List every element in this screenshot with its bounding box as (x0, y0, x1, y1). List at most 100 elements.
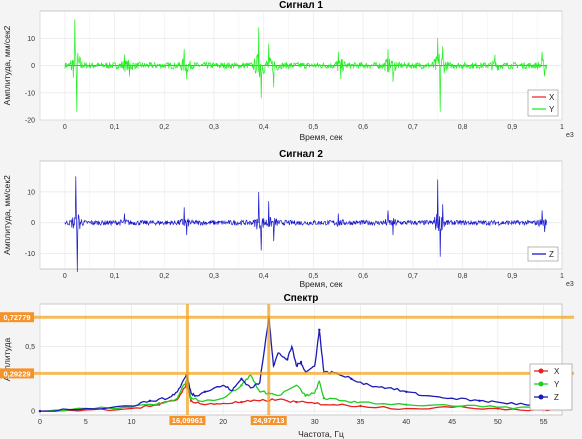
legend-marker-Y (538, 381, 544, 387)
x-tick-label: 35 (357, 419, 365, 426)
x-tick-label: 0,7 (408, 124, 418, 131)
series-point-Z (405, 390, 408, 393)
series-point-Y (240, 384, 243, 387)
x-tick-label: 1 (560, 124, 564, 131)
cursor-x-label-box (169, 416, 206, 425)
series-point-Y (189, 397, 193, 400)
series-point-Z (318, 328, 321, 332)
x-tick-label: 0,1 (110, 124, 120, 131)
series-point-X (496, 407, 500, 410)
x-tick-label: 0,5 (309, 273, 319, 280)
x-tick-label: 0,6 (358, 273, 368, 280)
legend-box (527, 89, 559, 117)
cursor-y-label: 0,29229 (3, 369, 30, 378)
x-tick-label: 0,2 (159, 124, 169, 131)
legend-label-Y: Y (554, 380, 560, 389)
x-tick-label: 50 (494, 419, 502, 426)
x-tick-label: 0 (38, 419, 42, 426)
y-tick-label: 0,5 (25, 344, 35, 351)
series-point-Y (405, 403, 408, 406)
y-tick-label: 10 (27, 36, 35, 43)
plot-area (39, 160, 563, 270)
y-tick-label: 0 (31, 409, 35, 416)
x-tick-label: 10 (128, 419, 136, 426)
legend-marker-X (538, 368, 544, 374)
x-tick-label: 0,1 (110, 273, 120, 280)
x-tick-label: 0,9 (507, 124, 517, 131)
x-tick-label: 20 (219, 419, 227, 426)
cursor-y-label-box (0, 312, 34, 323)
x-multiplier: e3 (566, 281, 574, 288)
series-line-Z (64, 176, 547, 273)
series-point-Z (148, 399, 152, 403)
x-tick-label: 0,8 (458, 124, 468, 131)
series-point-Z (203, 390, 207, 393)
series-point-Y (304, 394, 307, 397)
x-tick-label: 0,3 (209, 124, 219, 131)
series-line-Y (64, 19, 547, 112)
series-point-X (240, 400, 243, 404)
series-point-Y (322, 397, 326, 400)
x-axis-label: Время, сек (300, 132, 343, 142)
x-tick-label: 0,4 (259, 124, 269, 131)
series-point-X (295, 400, 298, 404)
series-point-Z (240, 377, 243, 381)
x-tick-label: 0,9 (507, 273, 517, 280)
x-tick-label: 0,7 (408, 273, 418, 280)
cursor-y-label: 0,72779 (3, 313, 30, 322)
x-tick-label: 0,4 (259, 273, 269, 280)
series-point-X (189, 399, 193, 403)
y-axis-label: Амплитуда, мм/сек2 (2, 175, 12, 255)
y-tick-label: 0 (31, 63, 35, 70)
series-point-Z (38, 409, 42, 413)
x-tick-label: 0 (63, 124, 67, 131)
y-tick-label: 0 (31, 220, 35, 227)
x-tick-label: 0,2 (159, 273, 169, 280)
y-axis-label: Амплитуда, мм/сек2 (2, 25, 12, 105)
series-point-Z (286, 358, 289, 361)
x-tick-label: 55 (540, 419, 548, 426)
chart-title: Сигнал 1 (279, 0, 323, 11)
chart-signal2: Сигнал 2 0 0,1 0,2 0,3 0,4 0,5 0,6 0,7 0,8 0,9 1 -10… (2, 149, 574, 289)
chart-signal1: Сигнал 1 0 0,1 0,2 0,3 0,4 0,5 0,6 0,7 0,8 0,9 1 -20… (2, 0, 574, 142)
legend-label-Z: Z (554, 393, 559, 402)
x-tick-label: 30 (311, 419, 319, 426)
x-tick-label: 0 (63, 273, 67, 280)
chart-title: Спектр (284, 293, 319, 304)
x-axis-label: Время, сек (300, 279, 343, 289)
legend-label-Z: Z (549, 250, 554, 259)
series-point-Y (157, 402, 161, 405)
cursor-x-label-box (250, 416, 287, 425)
chart-title: Сигнал 2 (279, 149, 323, 160)
y-tick-label: -10 (25, 90, 35, 97)
legend-marker-Z (538, 394, 544, 400)
series-point-Z (478, 399, 481, 403)
cursor-y-label-box (0, 368, 34, 379)
legend-label-X: X (549, 93, 555, 102)
x-tick-label: 0,3 (209, 273, 219, 280)
y-tick-label: -20 (25, 118, 35, 125)
legend-box (529, 363, 573, 411)
legend-label-X: X (554, 367, 560, 376)
x-tick-label: 1 (560, 273, 564, 280)
legend-label-Y: Y (549, 105, 555, 114)
x-tick-label: 0,5 (309, 124, 319, 131)
series-point-Z (350, 377, 353, 381)
x-tick-label: 40 (402, 419, 410, 426)
x-tick-label: 5 (84, 419, 88, 426)
x-tick-label: 0,6 (358, 124, 368, 131)
x-tick-label: 0,8 (458, 273, 468, 280)
series-line-Y (39, 374, 553, 412)
cursor-x-label: 16,09961 (172, 416, 203, 425)
x-multiplier: e3 (566, 132, 574, 139)
x-axis-label: Частота, Гц (298, 429, 344, 439)
series-point-Z (299, 360, 303, 364)
chart-spectrum: Спектр051015202530354045505500,5Частота,… (0, 293, 574, 439)
y-tick-label: 10 (27, 189, 35, 196)
series-point-X (359, 404, 362, 408)
y-axis-label: Амплитуда (2, 337, 12, 381)
cursor-x-label: 24,97713 (253, 416, 284, 425)
y-tick-label: -10 (25, 251, 35, 258)
plot-area (39, 303, 563, 416)
